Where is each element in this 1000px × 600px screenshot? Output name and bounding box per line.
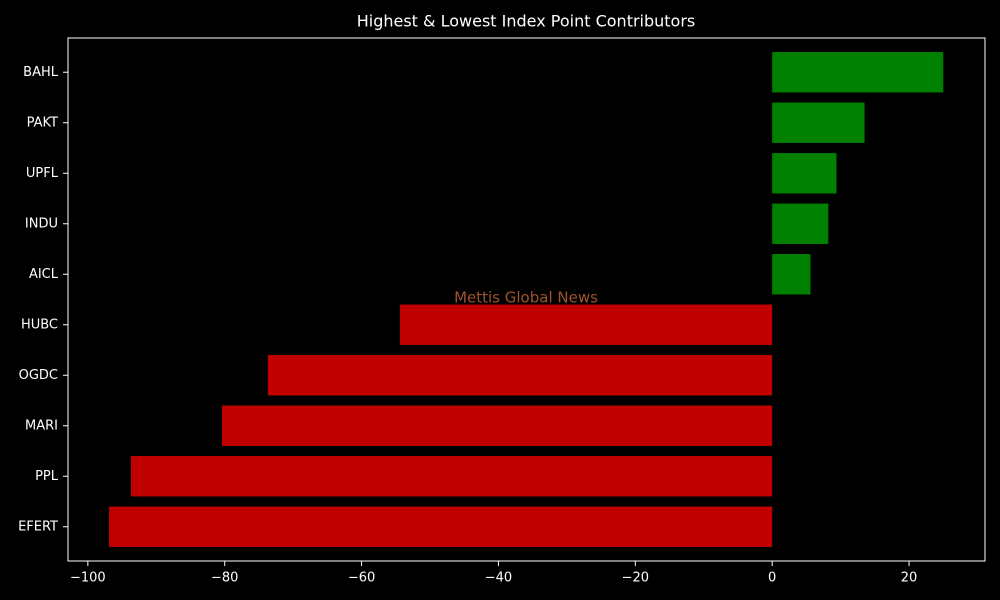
bar <box>772 203 829 244</box>
y-tick-label: BAHL <box>23 65 59 80</box>
bar <box>267 355 773 396</box>
x-tick-label: −80 <box>211 571 238 586</box>
y-tick-label: EFERT <box>18 519 58 534</box>
y-tick-label: PAKT <box>27 115 58 130</box>
y-tick-label: MARI <box>25 418 58 433</box>
x-tick-label: −40 <box>485 571 512 586</box>
chart-title: Highest & Lowest Index Point Contributor… <box>357 12 696 31</box>
y-tick-label: INDU <box>25 216 58 231</box>
x-tick-label: −100 <box>70 571 106 586</box>
y-tick-label: HUBC <box>21 317 58 332</box>
bar <box>130 456 773 497</box>
bar <box>772 254 811 295</box>
x-tick-label: −20 <box>622 571 649 586</box>
x-tick-label: −60 <box>348 571 375 586</box>
bar <box>772 102 865 143</box>
bar <box>399 304 773 345</box>
bar <box>109 506 773 547</box>
bar <box>772 52 944 93</box>
plot-frame <box>67 37 986 562</box>
watermark: Mettis Global News <box>454 289 598 307</box>
x-tick-label: 0 <box>768 571 776 586</box>
y-tick-label: OGDC <box>19 368 58 383</box>
x-tick-label: 20 <box>901 571 918 586</box>
y-tick-label: PPL <box>35 469 59 484</box>
y-tick-label: AICL <box>29 267 59 282</box>
bar <box>221 405 773 446</box>
y-tick-label: UPFL <box>26 166 59 181</box>
bar <box>772 153 837 194</box>
